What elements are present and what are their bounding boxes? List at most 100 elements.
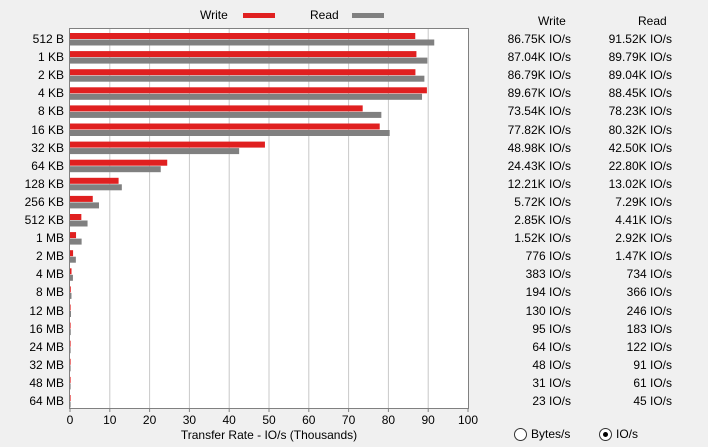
bytes-radio-label: Bytes/s [531,427,571,441]
category-label: 24 MB [29,339,64,354]
read-value: 91.52K IO/s [608,32,672,46]
write-value: 23 IO/s [532,394,571,408]
read-bar [70,383,71,390]
write-bar [70,105,363,112]
write-bar [70,159,168,166]
read-bar [70,292,72,299]
read-value: 13.02K IO/s [608,176,672,191]
write-bar [70,177,119,184]
write-bar [70,33,416,39]
category-label: 8 KB [37,104,64,119]
read-bar [70,166,161,173]
write-bar [70,214,82,220]
x-axis-label: Transfer Rate - IO/s (Thousands) [180,428,358,442]
read-column-header: Read [638,14,667,28]
category-label: 64 MB [29,394,64,408]
read-bar [70,256,76,263]
read-bar [70,57,428,64]
x-tick-label: 10 [103,413,117,427]
read-value: 42.50K IO/s [608,140,672,155]
category-label: 2 MB [35,249,64,264]
category-label: 256 KB [24,194,64,209]
write-bar [70,268,72,275]
write-value: 24.43K IO/s [507,158,571,173]
category-label: 2 KB [37,68,64,83]
read-bar [70,130,390,136]
read-value: 89.04K IO/s [608,68,672,83]
category-label: 64 KB [31,158,64,173]
write-value: 31 IO/s [532,375,571,390]
x-tick-label: 70 [341,413,356,427]
legend-read-label: Read [310,8,339,22]
read-value: 122 IO/s [626,339,672,354]
write-bar [70,232,77,239]
write-value: 5.72K IO/s [514,194,571,209]
read-value: 7.29K IO/s [615,194,672,209]
category-label: 4 KB [37,86,64,101]
write-value: 776 IO/s [525,249,571,264]
x-tick-label: 100 [457,413,479,427]
bytes-per-second-radio[interactable]: Bytes/s [514,427,570,441]
write-value: 87.04K IO/s [507,50,571,65]
write-value: 77.82K IO/s [507,122,571,137]
legend-read-swatch [352,13,384,18]
category-label: 4 MB [35,267,64,282]
read-bar [70,238,82,245]
x-tick-label: 30 [182,413,197,427]
read-bar [70,220,88,227]
write-value: 2.85K IO/s [514,213,571,227]
write-bar [70,69,416,76]
write-value: 1.52K IO/s [514,231,571,246]
write-value: 73.54K IO/s [507,104,571,119]
read-bar [70,329,71,336]
read-bar [70,401,71,408]
read-value: 61 IO/s [633,375,672,390]
write-value: 48.98K IO/s [507,140,571,155]
read-bar [70,148,240,155]
write-bar [70,87,427,94]
category-label: 1 MB [35,231,64,246]
category-label: 12 MB [29,303,64,318]
io-radio-circle[interactable] [599,427,612,441]
read-bar [70,274,73,281]
write-bar [70,358,71,365]
read-bar [70,184,122,191]
write-bar [70,123,380,130]
write-value: 86.75K IO/s [507,32,571,46]
category-label: 512 B [32,32,64,46]
write-value: 48 IO/s [532,357,571,372]
category-label: 16 MB [29,321,64,336]
category-label: 8 MB [35,285,64,300]
x-tick-label: 50 [262,413,276,427]
read-bar [70,75,425,82]
write-value: 12.21K IO/s [507,176,571,191]
read-bar [70,39,435,46]
read-value: 4.41K IO/s [615,213,672,227]
read-value: 45 IO/s [633,394,672,408]
chart-legend: Write Read [0,8,708,24]
x-tick-label: 60 [302,413,316,427]
write-value: 95 IO/s [532,321,571,336]
read-value: 1.47K IO/s [615,249,672,264]
io-per-second-radio[interactable]: IO/s [599,427,638,441]
write-bar [70,304,71,311]
read-value: 89.79K IO/s [608,50,672,65]
read-bar [70,365,71,372]
bytes-radio-circle[interactable] [514,427,527,441]
read-bar [70,93,423,100]
read-value: 246 IO/s [626,303,672,318]
x-tick-label: 0 [66,413,74,427]
legend-write-label: Write [200,8,228,22]
write-value: 383 IO/s [525,267,571,282]
x-tick-label: 90 [421,413,435,427]
category-label: 1 KB [37,50,64,65]
read-value: 734 IO/s [626,267,672,282]
category-label: 16 KB [31,122,64,137]
write-bar [70,395,71,401]
write-bar [70,376,71,383]
read-value: 22.80K IO/s [608,158,672,173]
read-bar [70,347,71,354]
io-radio-label: IO/s [616,427,639,441]
read-bar [70,111,382,118]
